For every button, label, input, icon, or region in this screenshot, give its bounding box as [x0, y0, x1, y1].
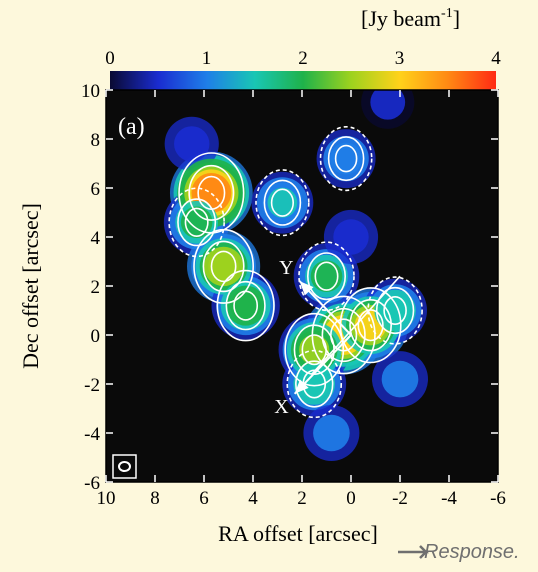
contour-line	[193, 228, 255, 304]
axis-line	[311, 275, 401, 375]
contour-line	[375, 286, 415, 335]
contour-line	[334, 144, 358, 173]
colorbar-strip	[110, 71, 496, 91]
emission-blob	[313, 414, 350, 452]
vector-arrowhead	[299, 281, 314, 296]
watermark-arrow-icon	[398, 545, 430, 559]
contour-line	[383, 295, 407, 325]
contour-line	[225, 280, 266, 331]
watermark-text: Response.	[424, 541, 520, 563]
colorbar-tick-label: 4	[491, 48, 501, 69]
contour-line	[327, 136, 365, 182]
contour-line	[188, 164, 235, 221]
contour-line	[202, 240, 245, 293]
colorbar-tick-label: 1	[202, 48, 212, 69]
y-tick-label: 8	[91, 130, 101, 151]
y-tick-label: 10	[81, 81, 100, 102]
contour-line	[168, 187, 225, 258]
contour-line	[306, 252, 346, 301]
contour-line	[177, 198, 217, 247]
y-tick-label: -4	[84, 424, 100, 445]
contour-line	[301, 334, 327, 366]
contour-line	[349, 299, 393, 352]
x-axis-title: RA offset [arcsec]	[218, 521, 378, 546]
colorbar-tick-label: 0	[105, 48, 115, 69]
emission-blob	[267, 187, 298, 218]
y-axis-title: Dec offset [arcsec]	[18, 203, 43, 369]
emission-blob	[381, 360, 419, 398]
y-tick-label: 2	[91, 277, 101, 298]
contour-line	[284, 312, 345, 387]
x-tick-label: 6	[199, 488, 209, 509]
x-tick-label: 0	[346, 488, 356, 509]
contour-line	[319, 126, 373, 192]
contour-line	[255, 169, 310, 237]
contour-line	[210, 250, 237, 283]
contour-overlay	[168, 126, 423, 419]
emission-blob	[298, 368, 330, 400]
x-tick-label: 4	[248, 488, 258, 509]
axis-ticks	[105, 89, 499, 483]
beam-ellipse	[118, 461, 131, 472]
x-tick-label: -2	[392, 488, 408, 509]
y-tick-label: -6	[84, 473, 100, 494]
contour-line	[270, 188, 295, 217]
contour-line	[314, 261, 339, 291]
vector-overlay: YX	[274, 257, 401, 418]
x-tick-label: -4	[441, 488, 457, 509]
emission-blob	[379, 295, 411, 326]
colorbar-tick-label: 2	[298, 48, 308, 69]
vector-label: X	[274, 396, 289, 418]
emission-blob	[230, 290, 261, 321]
contour-line	[184, 207, 209, 238]
watermark: Response.	[398, 541, 520, 563]
emission-blob	[370, 90, 406, 120]
contour-line	[216, 269, 275, 342]
x-tick-label: 2	[297, 488, 307, 509]
vector-arrowhead	[294, 379, 309, 394]
y-tick-label: -2	[84, 375, 100, 396]
y-tick-labels: 10 8 6 4 2 0 -2 -4 -6	[81, 81, 101, 494]
emission-blob	[310, 260, 343, 293]
x-tick-label: -6	[490, 488, 506, 509]
y-tick-label: 0	[91, 326, 101, 347]
panel-label: (a)	[118, 114, 145, 140]
x-tick-labels: 10 8 6 4 2 0 -2 -4 -6	[97, 488, 506, 509]
colorbar-unit-label: [Jy beam-1]	[361, 6, 460, 31]
colorbar: 0 1 2 3 4	[105, 48, 501, 91]
y-tick-label: 4	[91, 228, 101, 249]
plot-area: YX (a)	[105, 89, 499, 483]
x-tick-label: 10	[97, 488, 116, 509]
emission-blob	[208, 250, 240, 282]
emission-blob	[333, 219, 369, 255]
emission-blob	[180, 206, 213, 239]
y-tick-label: 6	[91, 179, 101, 200]
colorbar-tick-label: 3	[395, 48, 405, 69]
contour-line	[295, 360, 334, 408]
contour-line	[286, 349, 343, 419]
contour-line	[263, 179, 302, 226]
vector-label: Y	[279, 257, 293, 279]
emission-blob	[174, 126, 210, 162]
contour-line	[233, 290, 259, 321]
beam-box	[112, 454, 137, 479]
contour-line	[298, 241, 355, 312]
x-tick-label: 8	[150, 488, 160, 509]
